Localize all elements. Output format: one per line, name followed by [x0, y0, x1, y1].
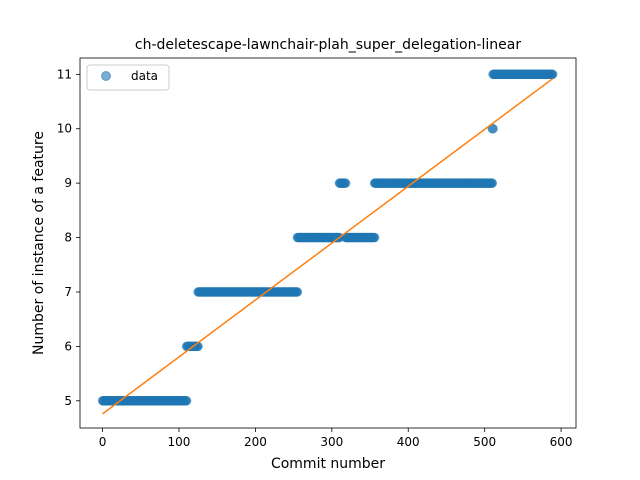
- chart-title: ch-deletescape-lawnchair-plah_super_dele…: [135, 37, 521, 53]
- y-axis-label: Number of instance of a feature: [31, 131, 47, 355]
- y-tick-label: 8: [64, 231, 72, 245]
- y-tick-label: 5: [64, 394, 72, 408]
- y-axis: 5 6 7 8 9 10 11: [57, 67, 80, 408]
- y-tick-label: 9: [64, 176, 72, 190]
- data-point: [369, 232, 380, 243]
- data-point: [340, 178, 351, 188]
- plot-frame: [79, 57, 577, 429]
- data-point: [547, 69, 558, 80]
- fit-line: [102, 78, 554, 415]
- x-tick-label: 100: [168, 435, 191, 449]
- y-tick-label: 6: [64, 339, 72, 353]
- x-axis: 0 100 200 300 400 500 600: [99, 428, 573, 449]
- y-tick-label: 11: [57, 67, 72, 81]
- x-tick-label: 400: [397, 435, 420, 449]
- x-tick-label: 500: [473, 435, 496, 449]
- plot-marks: [97, 69, 558, 415]
- x-tick-label: 0: [99, 435, 107, 449]
- legend-marker: [101, 71, 111, 81]
- x-axis-label: Commit number: [271, 456, 385, 472]
- legend: data: [86, 64, 170, 91]
- legend-label: data: [131, 69, 158, 83]
- y-tick-label: 10: [57, 122, 72, 136]
- data-point: [488, 123, 498, 134]
- x-tick-label: 600: [550, 435, 573, 449]
- data-point: [181, 396, 192, 406]
- data-point: [292, 287, 303, 297]
- data-point: [487, 178, 498, 188]
- y-tick-label: 7: [64, 285, 72, 299]
- x-tick-label: 200: [244, 435, 267, 449]
- x-tick-label: 300: [320, 435, 343, 449]
